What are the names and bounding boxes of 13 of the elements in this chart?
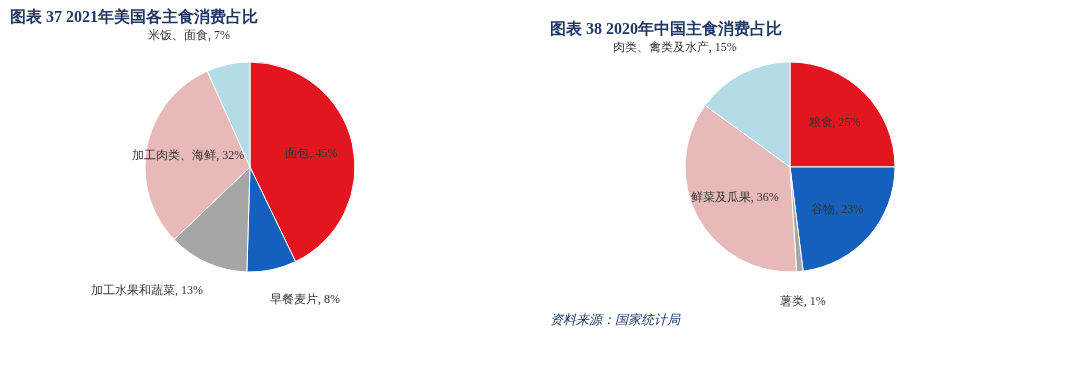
slice-label: 早餐麦片, 8% <box>270 292 341 307</box>
text: 资料来源：国家统计局 <box>550 312 681 327</box>
slice-label: 肉类、禽类及水产, 15% <box>612 39 737 54</box>
slice-label: 谷物, 23% <box>811 201 864 216</box>
slice-label: 鲜菜及瓜果, 36% <box>690 190 779 205</box>
slice-label: 加工水果和蔬菜, 13% <box>91 283 204 298</box>
slice-label: 薯类, 1% <box>779 294 826 309</box>
slice-label: 粮食, 25% <box>808 115 861 130</box>
slice-label: 面包, 45% <box>285 145 338 160</box>
chart-title: 图表 37 2021年美国各主食消费占比 <box>10 6 258 25</box>
slice-label: 米饭、面食, 7% <box>147 27 230 42</box>
chart-title: 图表 38 2020年中国主食消费占比 <box>550 18 782 37</box>
slice-label: 加工肉类、海鲜, 32% <box>132 147 245 162</box>
